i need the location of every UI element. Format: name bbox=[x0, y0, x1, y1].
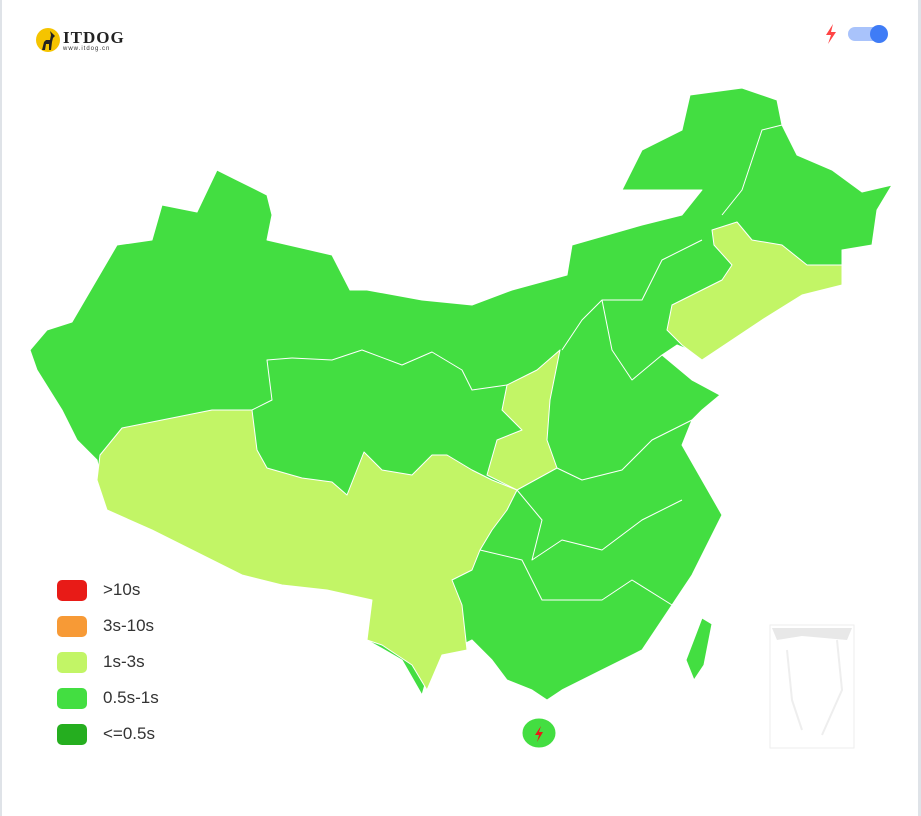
legend-swatch bbox=[57, 723, 87, 745]
south-china-sea-inset bbox=[769, 624, 855, 749]
region-shaanxi[interactable] bbox=[486, 349, 561, 491]
legend: >10s 3s-10s 1s-3s 0.5s-1s <=0.5s bbox=[57, 572, 159, 752]
itdog-logo: ITDOG www.itdog.cn bbox=[36, 28, 125, 52]
legend-swatch bbox=[57, 615, 87, 637]
legend-item[interactable]: 0.5s-1s bbox=[57, 680, 159, 716]
legend-item[interactable]: >10s bbox=[57, 572, 159, 608]
legend-label: 3s-10s bbox=[103, 616, 155, 635]
legend-swatch bbox=[57, 579, 87, 601]
lightning-icon bbox=[535, 726, 543, 742]
legend-label: 0.5s-1s bbox=[103, 688, 159, 707]
legend-item[interactable]: <=0.5s bbox=[57, 716, 159, 752]
legend-item[interactable]: 3s-10s bbox=[57, 608, 159, 644]
lightning-icon[interactable] bbox=[825, 24, 837, 49]
dog-logo-icon bbox=[36, 28, 60, 52]
region-jilin-liaoning[interactable] bbox=[666, 221, 843, 361]
legend-swatch bbox=[57, 687, 87, 709]
legend-label: 1s-3s bbox=[103, 652, 145, 671]
logo-subtitle: www.itdog.cn bbox=[63, 45, 111, 52]
mode-toggle[interactable] bbox=[848, 25, 888, 43]
legend-swatch bbox=[57, 651, 87, 673]
toggle-knob[interactable] bbox=[870, 25, 888, 43]
legend-item[interactable]: 1s-3s bbox=[57, 644, 159, 680]
logo-title: ITDOG bbox=[63, 27, 125, 47]
legend-label: <=0.5s bbox=[103, 724, 155, 743]
legend-label: >10s bbox=[103, 580, 141, 599]
region-xizang-sichuan-yunnan[interactable] bbox=[96, 409, 518, 691]
region-taiwan[interactable] bbox=[685, 617, 713, 681]
